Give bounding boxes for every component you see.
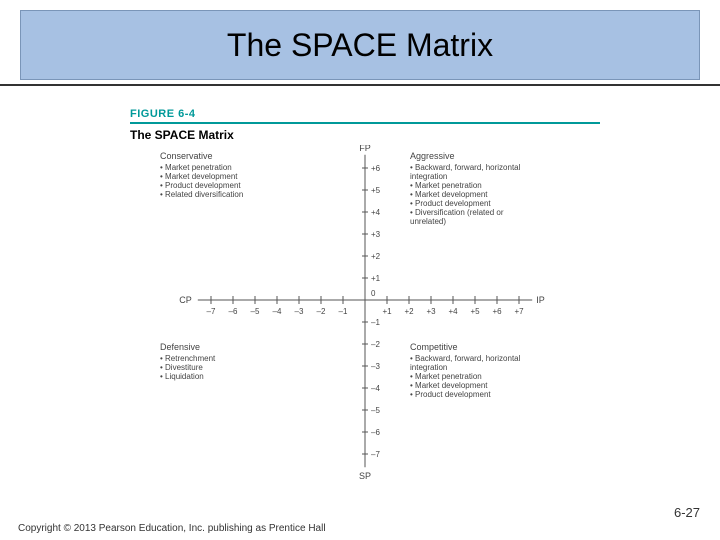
quadrant-bullet: • Product development bbox=[160, 181, 241, 190]
svg-text:–7: –7 bbox=[207, 307, 216, 316]
quadrant-bullet: • Related diversification bbox=[160, 190, 243, 199]
quadrant-bullet: • Market penetration bbox=[410, 181, 482, 190]
svg-text:+4: +4 bbox=[448, 307, 458, 316]
quadrant-bullet: unrelated) bbox=[410, 217, 446, 226]
quadrant-bullet: • Liquidation bbox=[160, 372, 204, 381]
svg-text:–1: –1 bbox=[339, 307, 348, 316]
quadrant-bullet: • Market penetration bbox=[410, 372, 482, 381]
quadrant-heading: Conservative bbox=[160, 151, 213, 161]
quadrant-bullet: • Product development bbox=[410, 199, 491, 208]
svg-text:+5: +5 bbox=[371, 186, 381, 195]
figure-rule bbox=[130, 122, 600, 124]
svg-text:–1: –1 bbox=[371, 318, 380, 327]
svg-text:SP: SP bbox=[359, 471, 371, 481]
svg-text:+2: +2 bbox=[371, 252, 381, 261]
slide: The SPACE Matrix FIGURE 6-4 The SPACE Ma… bbox=[0, 0, 720, 540]
svg-text:–4: –4 bbox=[273, 307, 282, 316]
svg-text:+3: +3 bbox=[426, 307, 436, 316]
quadrant-heading: Competitive bbox=[410, 342, 458, 352]
svg-text:–6: –6 bbox=[371, 428, 380, 437]
svg-text:–4: –4 bbox=[371, 384, 380, 393]
svg-text:–2: –2 bbox=[371, 340, 380, 349]
quadrant-bullet: integration bbox=[410, 363, 447, 372]
title-box: The SPACE Matrix bbox=[20, 10, 700, 80]
svg-text:+2: +2 bbox=[404, 307, 414, 316]
quadrant-bullet: • Product development bbox=[410, 390, 491, 399]
svg-text:–5: –5 bbox=[251, 307, 260, 316]
quadrant-bullet: • Backward, forward, horizontal bbox=[410, 354, 521, 363]
svg-text:+1: +1 bbox=[382, 307, 392, 316]
space-matrix-chart: +1 +2 +3 +4 +5 +6 –1 –2 –3 –4 –5 –6 –7 +1 +2 +3 +4 +5 +6 +7… bbox=[130, 145, 600, 510]
svg-text:0: 0 bbox=[371, 289, 376, 298]
svg-text:–2: –2 bbox=[317, 307, 326, 316]
svg-text:IP: IP bbox=[536, 295, 545, 305]
quadrant-heading: Aggressive bbox=[410, 151, 455, 161]
quadrant-heading: Defensive bbox=[160, 342, 200, 352]
svg-text:–5: –5 bbox=[371, 406, 380, 415]
svg-text:+5: +5 bbox=[470, 307, 480, 316]
quadrant-bullet: • Market development bbox=[410, 190, 488, 199]
title-underline bbox=[0, 84, 720, 86]
quadrant-bullet: • Market development bbox=[410, 381, 488, 390]
svg-text:FP: FP bbox=[359, 145, 371, 153]
quadrant-bullet: • Backward, forward, horizontal bbox=[410, 163, 521, 172]
svg-text:–3: –3 bbox=[371, 362, 380, 371]
figure-header: FIGURE 6-4 The SPACE Matrix bbox=[130, 108, 600, 142]
quadrant-bullet: • Market penetration bbox=[160, 163, 232, 172]
svg-text:–7: –7 bbox=[371, 450, 380, 459]
svg-text:+4: +4 bbox=[371, 208, 381, 217]
svg-text:+7: +7 bbox=[514, 307, 524, 316]
quadrant-bullet: • Market development bbox=[160, 172, 238, 181]
svg-text:+3: +3 bbox=[371, 230, 381, 239]
slide-title: The SPACE Matrix bbox=[227, 27, 493, 64]
quadrant-bullet: • Divestiture bbox=[160, 363, 203, 372]
svg-text:CP: CP bbox=[179, 295, 192, 305]
page-number: 6-27 bbox=[674, 505, 700, 520]
svg-text:+6: +6 bbox=[371, 164, 381, 173]
svg-text:+6: +6 bbox=[492, 307, 502, 316]
svg-text:–3: –3 bbox=[295, 307, 304, 316]
quadrant-bullet: • Retrenchment bbox=[160, 354, 216, 363]
quadrant-bullet: • Diversification (related or bbox=[410, 208, 504, 217]
svg-text:–6: –6 bbox=[229, 307, 238, 316]
quadrant-bullet: integration bbox=[410, 172, 447, 181]
figure-title: The SPACE Matrix bbox=[130, 128, 600, 142]
svg-text:+1: +1 bbox=[371, 274, 381, 283]
figure-number: FIGURE 6-4 bbox=[130, 108, 600, 120]
copyright-text: Copyright © 2013 Pearson Education, Inc.… bbox=[18, 523, 326, 534]
